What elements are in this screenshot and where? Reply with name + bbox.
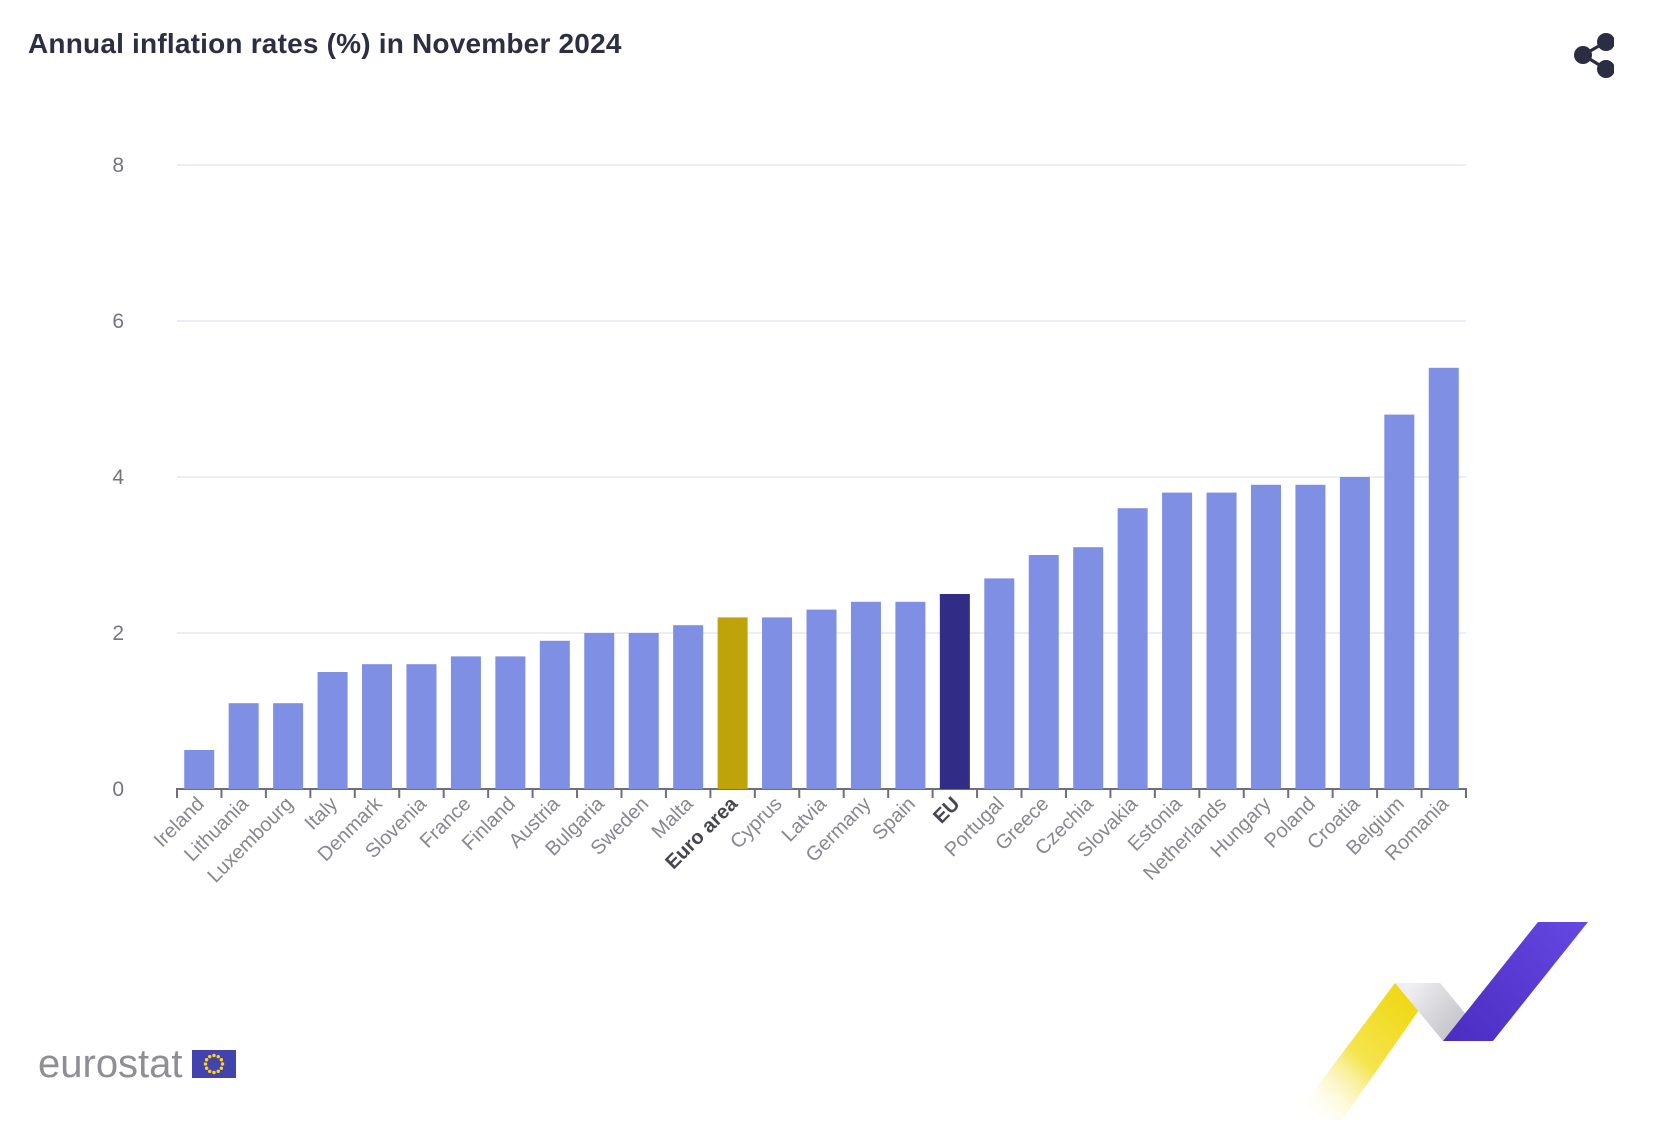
bar-lithuania[interactable] bbox=[228, 703, 259, 789]
bar-bulgaria[interactable] bbox=[584, 633, 615, 789]
bar-romania[interactable] bbox=[1428, 367, 1459, 789]
flag-star bbox=[207, 1069, 211, 1074]
eurostat-logo: eurostat bbox=[38, 1044, 236, 1084]
flag-star bbox=[216, 1069, 220, 1074]
flag-star bbox=[219, 1066, 223, 1070]
bar-sweden[interactable] bbox=[628, 633, 659, 789]
bar-greece[interactable] bbox=[1028, 555, 1059, 789]
flag-star bbox=[207, 1054, 211, 1059]
share-icon bbox=[1574, 32, 1615, 78]
bar-malta[interactable] bbox=[673, 625, 704, 789]
bar-latvia[interactable] bbox=[806, 609, 837, 789]
bar-croatia[interactable] bbox=[1339, 477, 1370, 789]
flag-star bbox=[216, 1054, 220, 1059]
y-axis-label-2: 2 bbox=[112, 622, 124, 645]
y-axis-label-0: 0 bbox=[112, 778, 124, 801]
flag-star bbox=[220, 1062, 224, 1066]
bar-luxembourg[interactable] bbox=[273, 703, 304, 789]
x-label-eu: EU bbox=[929, 793, 964, 828]
y-axis-label-4: 4 bbox=[112, 466, 124, 489]
bar-spain[interactable] bbox=[895, 601, 926, 789]
flag-star bbox=[204, 1066, 208, 1070]
eu-flag-icon bbox=[191, 1050, 236, 1078]
bar-netherlands[interactable] bbox=[1206, 492, 1237, 789]
bar-france[interactable] bbox=[450, 656, 481, 789]
bar-slovakia[interactable] bbox=[1117, 508, 1148, 789]
bar-eu[interactable] bbox=[939, 594, 970, 789]
y-axis-label-8: 8 bbox=[112, 154, 124, 177]
bar-finland[interactable] bbox=[495, 656, 526, 789]
bar-cyprus[interactable] bbox=[762, 617, 793, 789]
y-axis-label-6: 6 bbox=[112, 310, 124, 333]
x-label-spain: Spain bbox=[868, 793, 920, 845]
bar-ireland[interactable] bbox=[184, 750, 215, 789]
bar-slovenia[interactable] bbox=[406, 664, 437, 789]
bar-euro-area[interactable] bbox=[717, 617, 748, 789]
flag-star bbox=[204, 1058, 208, 1062]
share-button[interactable] bbox=[1562, 28, 1615, 80]
flag-star bbox=[203, 1062, 207, 1066]
bar-italy[interactable] bbox=[317, 672, 348, 789]
flag-star bbox=[211, 1070, 216, 1075]
bar-portugal[interactable] bbox=[984, 578, 1015, 789]
bar-austria[interactable] bbox=[539, 640, 570, 789]
bar-germany[interactable] bbox=[850, 601, 881, 789]
bar-hungary[interactable] bbox=[1250, 484, 1281, 789]
page-title: Annual inflation rates (%) in November 2… bbox=[28, 28, 622, 59]
flag-star bbox=[219, 1058, 223, 1062]
bar-estonia[interactable] bbox=[1162, 492, 1193, 789]
bar-poland[interactable] bbox=[1295, 484, 1326, 789]
eurostat-logo-text: eurostat bbox=[38, 1042, 183, 1086]
bar-denmark[interactable] bbox=[362, 664, 393, 789]
flag-star bbox=[211, 1053, 216, 1058]
bar-belgium[interactable] bbox=[1384, 414, 1415, 789]
bar-czechia[interactable] bbox=[1073, 547, 1104, 789]
